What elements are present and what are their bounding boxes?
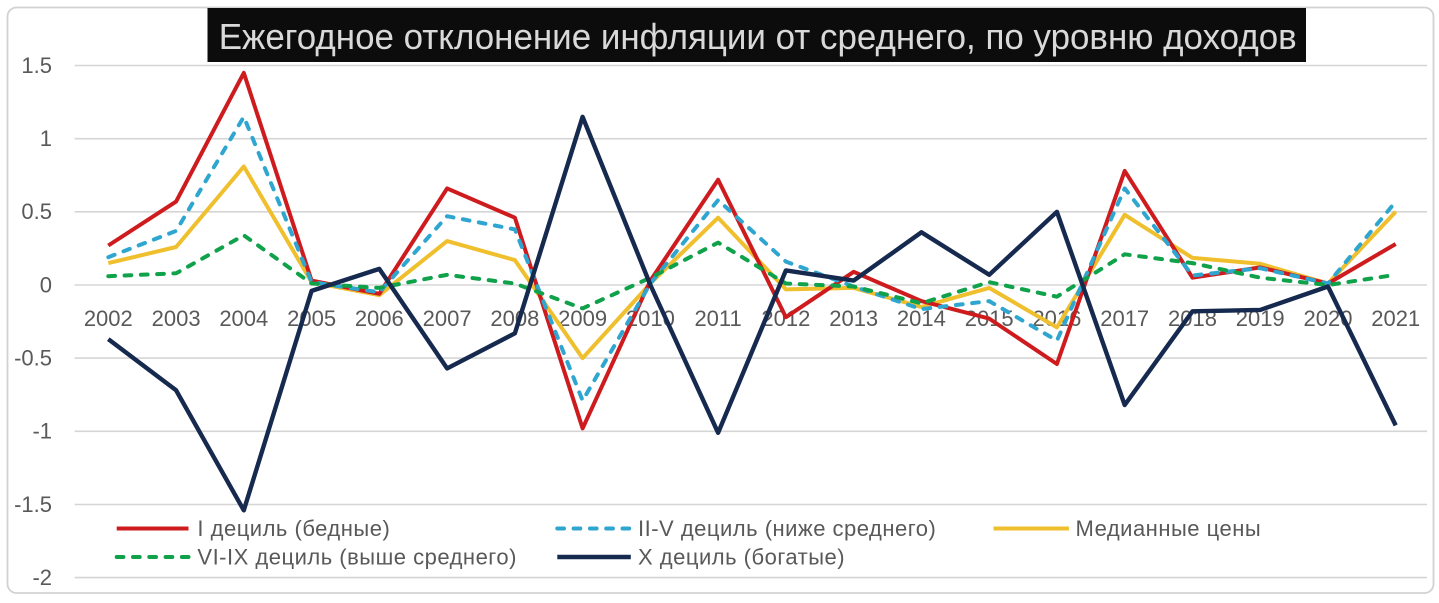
svg-text:2014: 2014: [897, 306, 946, 331]
svg-text:I дециль (бедные): I дециль (бедные): [197, 516, 390, 541]
svg-text:0.5: 0.5: [21, 199, 52, 224]
svg-text:2007: 2007: [423, 306, 472, 331]
svg-text:2003: 2003: [152, 306, 201, 331]
svg-text:2004: 2004: [219, 306, 268, 331]
svg-text:1: 1: [40, 126, 52, 151]
svg-text:X дециль (богатые): X дециль (богатые): [638, 545, 845, 570]
svg-text:Медианные цены: Медианные цены: [1076, 516, 1262, 541]
svg-text:-1: -1: [32, 419, 52, 444]
svg-text:0: 0: [40, 272, 52, 297]
svg-text:-0.5: -0.5: [14, 345, 52, 370]
svg-text:-1.5: -1.5: [14, 492, 52, 517]
svg-text:2017: 2017: [1100, 306, 1149, 331]
svg-text:-2: -2: [32, 565, 52, 590]
svg-text:Ежегодное отклонение инфляции: Ежегодное отклонение инфляции от среднег…: [219, 16, 1297, 57]
svg-text:2013: 2013: [829, 306, 878, 331]
svg-text:II-V дециль (ниже среднего): II-V дециль (ниже среднего): [638, 516, 936, 541]
svg-text:2011: 2011: [694, 306, 741, 331]
svg-text:2006: 2006: [355, 306, 404, 331]
svg-text:2021: 2021: [1371, 306, 1420, 331]
svg-text:2002: 2002: [84, 306, 133, 331]
svg-text:VI-IX дециль (выше среднего): VI-IX дециль (выше среднего): [197, 545, 517, 570]
svg-text:1.5: 1.5: [21, 53, 52, 78]
svg-text:2005: 2005: [287, 306, 336, 331]
